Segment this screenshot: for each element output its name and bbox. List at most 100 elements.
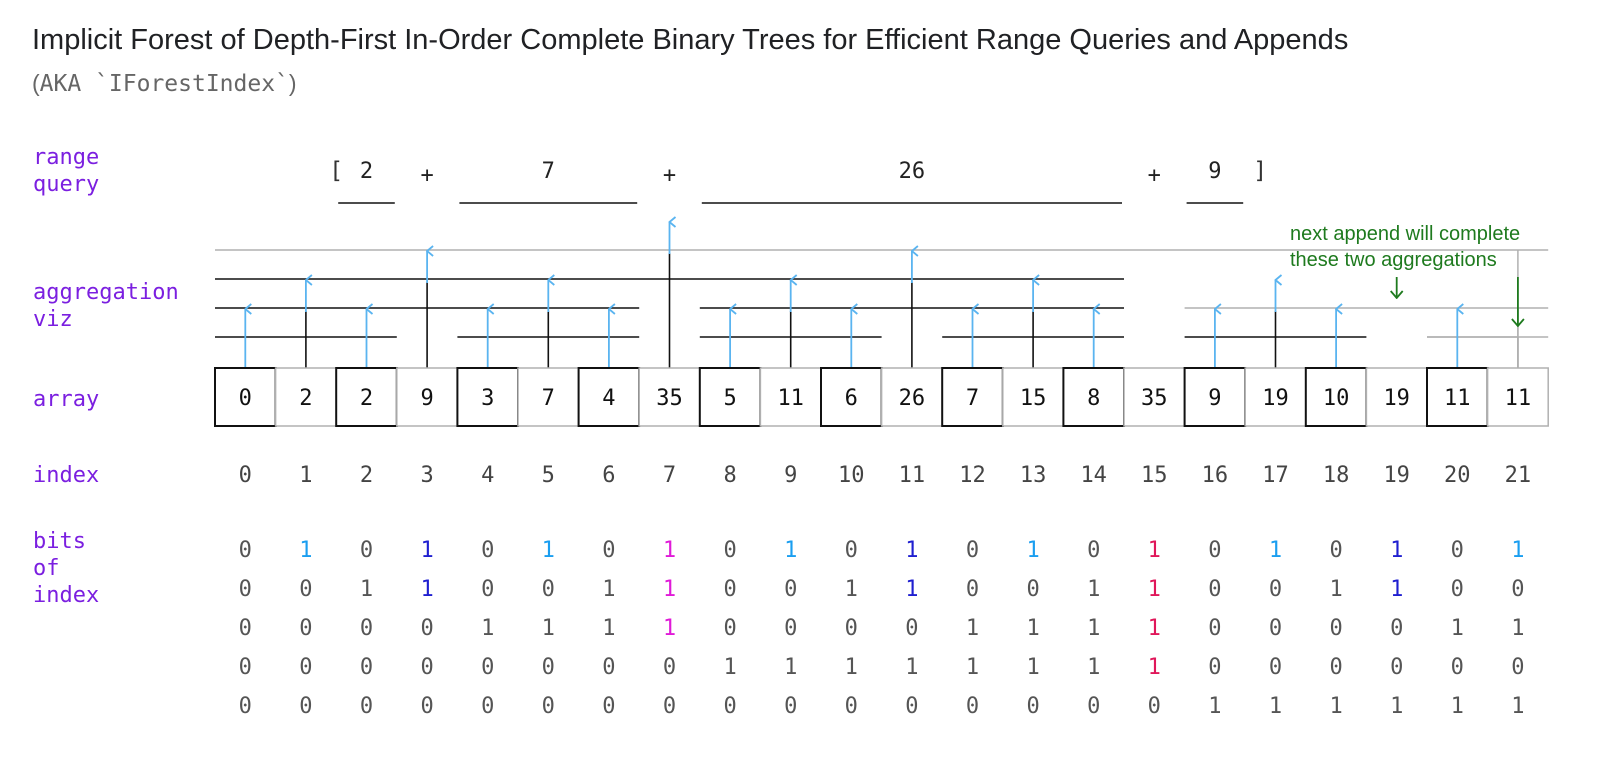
- index-bit: 0: [966, 694, 979, 719]
- array-cell: [335, 367, 398, 427]
- array-cell-value: 19: [1383, 386, 1410, 411]
- array-cell-value: 9: [1208, 386, 1221, 411]
- array-cell-value: 19: [1262, 386, 1289, 411]
- range-open-bracket: [: [329, 158, 343, 184]
- index-bit: 0: [663, 694, 676, 719]
- index-bit: 1: [1148, 577, 1161, 602]
- index-bit: 0: [239, 577, 252, 602]
- index-bit: 0: [602, 694, 615, 719]
- index-bit: 0: [1329, 538, 1342, 563]
- index-bit: 0: [845, 616, 858, 641]
- range-term-value: 9: [1208, 159, 1221, 184]
- index-bit: 0: [905, 616, 918, 641]
- index-bit: 1: [1148, 616, 1161, 641]
- array-cell-value: 35: [1141, 386, 1168, 411]
- index-bit: 0: [1208, 616, 1221, 641]
- row-label-aggregation-viz: aggregation: [33, 280, 179, 305]
- annotation-text: these two aggregations: [1290, 249, 1497, 271]
- array-cell: [941, 367, 1004, 427]
- index-bit: 0: [542, 655, 555, 680]
- index-bit: 1: [905, 538, 918, 563]
- array-cell-value: 3: [481, 386, 494, 411]
- array-cell: [517, 367, 580, 427]
- index-value: 1: [299, 463, 312, 488]
- page-title: Implicit Forest of Depth-First In-Order …: [32, 24, 1349, 56]
- index-bit: 0: [1451, 577, 1464, 602]
- index-bit: 1: [784, 655, 797, 680]
- index-bit: 1: [1026, 655, 1039, 680]
- index-bit: 0: [1329, 655, 1342, 680]
- index-bit: 0: [1511, 655, 1524, 680]
- index-bit: 0: [542, 694, 555, 719]
- range-term-value: 2: [360, 159, 373, 184]
- array-cell-value: 9: [420, 386, 433, 411]
- index-bit: 1: [602, 577, 615, 602]
- index-bit: 1: [966, 616, 979, 641]
- index-bit: 0: [420, 694, 433, 719]
- index-bit: 0: [239, 694, 252, 719]
- index-bit: 0: [905, 694, 918, 719]
- index-bit: 1: [1329, 577, 1342, 602]
- index-bit: 0: [239, 655, 252, 680]
- index-value: 10: [838, 463, 865, 488]
- annotation-text: next append will complete: [1290, 223, 1520, 245]
- array-cell: [1062, 367, 1126, 427]
- array-cell: [1183, 367, 1247, 427]
- index-bit: 0: [1148, 694, 1161, 719]
- index-value: 7: [663, 463, 676, 488]
- index-row: 0 1 2 3 4 5 6 7 8 9 10 11 12 13 14 15 16 17 18 19 20 21: [239, 463, 1531, 488]
- index-bit: 0: [1511, 577, 1524, 602]
- index-bit: 1: [784, 538, 797, 563]
- index-bit: 1: [602, 616, 615, 641]
- index-bit: 0: [663, 655, 676, 680]
- index-bit: 1: [966, 655, 979, 680]
- array-cell: [1304, 367, 1368, 427]
- index-bit: 0: [1269, 616, 1282, 641]
- index-value: 4: [481, 463, 494, 488]
- array-cell-value: 0: [239, 386, 252, 411]
- row-label-bits: bits: [33, 529, 86, 554]
- index-value: 13: [1020, 463, 1047, 488]
- index-bit: 0: [845, 694, 858, 719]
- array-cell-value: 8: [1087, 386, 1100, 411]
- index-bit: 1: [1451, 694, 1464, 719]
- array-cell-value: 10: [1323, 386, 1350, 411]
- index-bit: 0: [360, 655, 373, 680]
- aggregation-viz: [215, 222, 1549, 368]
- range-query-row: [] 2 +7 +26 +9: [329, 158, 1267, 204]
- range-plus-operator: +: [420, 163, 433, 188]
- index-bit: 0: [360, 616, 373, 641]
- index-bit: 1: [1511, 694, 1524, 719]
- index-bit: 0: [481, 577, 494, 602]
- index-bit: 0: [723, 694, 736, 719]
- index-value: 0: [239, 463, 252, 488]
- index-value: 17: [1262, 463, 1289, 488]
- index-bit: 0: [784, 616, 797, 641]
- index-value: 16: [1202, 463, 1229, 488]
- index-value: 20: [1444, 463, 1471, 488]
- index-bit: 0: [1087, 694, 1100, 719]
- index-bit: 1: [1148, 538, 1161, 563]
- index-bit: 0: [1269, 577, 1282, 602]
- index-value: 18: [1323, 463, 1350, 488]
- index-bit: 1: [1390, 694, 1403, 719]
- array-cell-value: 5: [723, 386, 736, 411]
- index-value: 9: [784, 463, 797, 488]
- array-cell-value: 11: [1505, 386, 1532, 411]
- index-bit: 0: [1390, 655, 1403, 680]
- array-cell-value: 11: [777, 386, 804, 411]
- array-cell-value: 11: [1444, 386, 1471, 411]
- index-bit: 1: [1208, 694, 1221, 719]
- index-bit: 0: [966, 577, 979, 602]
- index-value: 6: [602, 463, 615, 488]
- index-bit: 1: [663, 538, 676, 563]
- index-bit: 0: [299, 655, 312, 680]
- index-bit: 0: [360, 694, 373, 719]
- page-subtitle: (AKA `IForestIndex`): [32, 70, 297, 97]
- array-cell: [880, 367, 943, 427]
- index-bit: 1: [1451, 616, 1464, 641]
- index-value: 8: [723, 463, 736, 488]
- subtitle-close-paren: ): [288, 70, 297, 96]
- index-bit: 1: [663, 577, 676, 602]
